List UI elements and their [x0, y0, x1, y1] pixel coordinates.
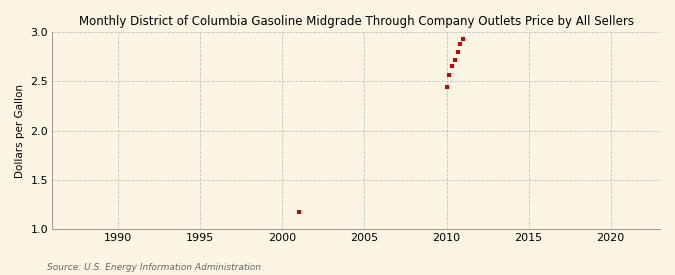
- Text: Source: U.S. Energy Information Administration: Source: U.S. Energy Information Administ…: [47, 263, 261, 272]
- Y-axis label: Dollars per Gallon: Dollars per Gallon: [15, 84, 25, 178]
- Title: Monthly District of Columbia Gasoline Midgrade Through Company Outlets Price by : Monthly District of Columbia Gasoline Mi…: [79, 15, 634, 28]
